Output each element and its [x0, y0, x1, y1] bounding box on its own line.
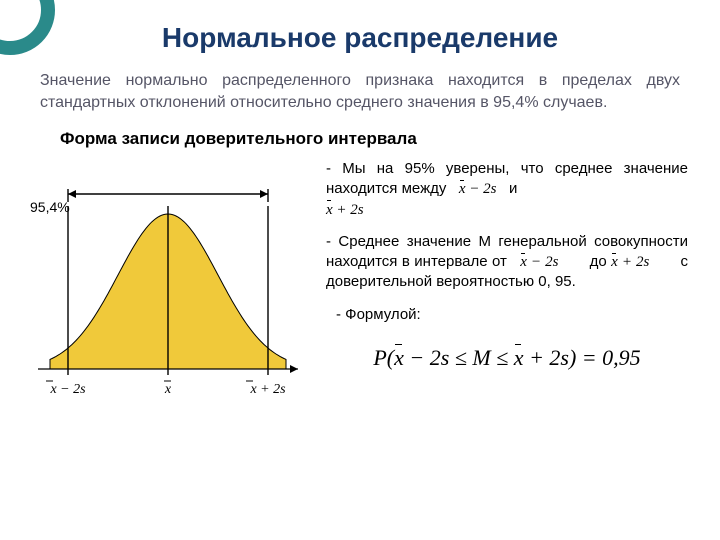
svg-text:95,4%: 95,4%	[30, 199, 70, 215]
bell-curve-chart: 95,4% x − 2s x x + 2s	[28, 159, 308, 424]
bullet-1: - Мы на 95% уверены, что среднее значени…	[326, 159, 688, 220]
bullet-3: - Формулой:	[326, 305, 688, 325]
svg-text:x − 2s: x − 2s	[49, 382, 86, 397]
bullet-2-to: до	[590, 253, 607, 270]
intro-text: Значение нормально распределенного призн…	[0, 64, 720, 123]
bullet-1-and: и	[509, 180, 517, 197]
bullet-2: - Среднее значение М генеральной совокуп…	[326, 232, 688, 293]
content-row: 95,4% x − 2s x x + 2s - Мы на 95% уверены, …	[0, 159, 720, 424]
svg-text:x + 2s: x + 2s	[249, 382, 286, 397]
section-subtitle: Форма записи доверительного интервала	[0, 123, 720, 159]
svg-text:x: x	[164, 382, 172, 397]
confidence-formula: P(x − 2s ≤ M ≤ x + 2s) = 0,95	[326, 337, 688, 373]
description-panel: - Мы на 95% уверены, что среднее значени…	[326, 159, 688, 424]
page-title: Нормальное распределение	[0, 0, 720, 64]
bullet-1-text: - Мы на 95% уверены, что среднее значени…	[326, 160, 688, 197]
